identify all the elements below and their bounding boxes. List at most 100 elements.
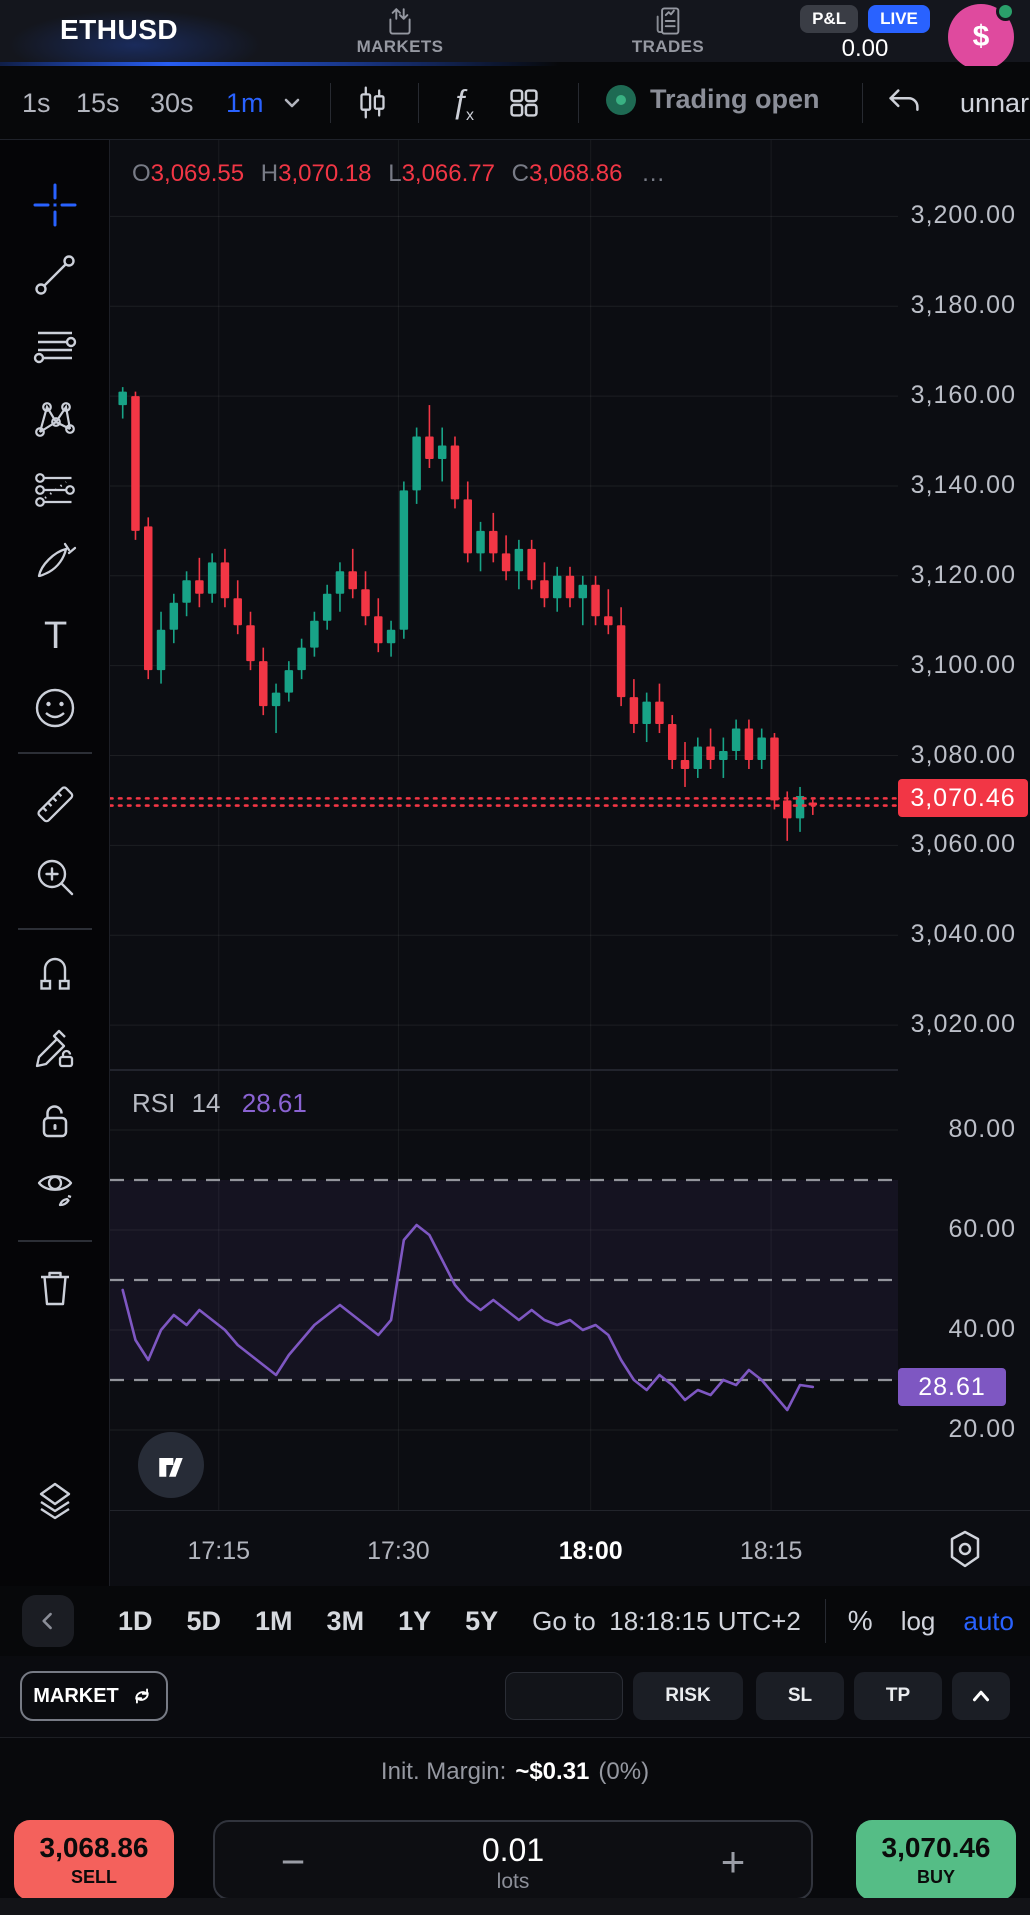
price-tick-label: 3,100.00: [910, 650, 1016, 679]
timeframe-chevron-down-icon[interactable]: [268, 79, 316, 127]
text-tool[interactable]: T: [27, 607, 83, 663]
crosshair-tool[interactable]: [27, 177, 83, 233]
trade-row: 3,068.86 SELL − 0.01 lots + 3,070.46 BUY: [0, 1806, 1030, 1915]
timeframe-1m-active[interactable]: 1m: [226, 88, 264, 118]
price-tick-label: 3,160.00: [910, 381, 1016, 410]
buy-button[interactable]: 3,070.46 BUY: [856, 1820, 1016, 1900]
ohlc-legend[interactable]: O3,069.55 H3,070.18 L3,066.77 C3,068.86 …: [132, 160, 665, 188]
layout-grid-icon[interactable]: [500, 79, 548, 127]
tab-symbol-ethusd[interactable]: ETHUSD: [60, 14, 179, 45]
take-profit-button[interactable]: TP: [854, 1672, 942, 1720]
go-to-date-button[interactable]: Go to: [532, 1605, 596, 1636]
zoom-in-tool[interactable]: [27, 849, 83, 905]
margin-info-row: Init. Margin: ~$0.31 (0%): [0, 1738, 1030, 1806]
sell-label: SELL: [70, 1867, 117, 1887]
log-scale-toggle[interactable]: log: [900, 1605, 936, 1636]
time-tick-label: 18:00: [558, 1537, 623, 1565]
ohlc-more[interactable]: …: [641, 160, 666, 187]
svg-text:T: T: [44, 615, 67, 657]
xabcd-pattern-tool[interactable]: [27, 391, 83, 447]
expand-panel-chevron-up-button[interactable]: [952, 1672, 1010, 1720]
account-avatar[interactable]: $: [948, 2, 1015, 70]
pnl-summary[interactable]: P&L LIVE 0.00: [800, 5, 930, 63]
rsi-tick-label: 80.00: [948, 1115, 1016, 1143]
measure-ruler-tool[interactable]: [27, 776, 83, 832]
auto-scale-toggle[interactable]: auto: [963, 1605, 1014, 1636]
svg-text:ƒ: ƒ: [451, 83, 469, 119]
ohlc-c-label: C: [511, 160, 529, 187]
nav-markets[interactable]: MARKETS: [340, 4, 460, 57]
order-type-selector[interactable]: MARKET: [20, 1671, 168, 1721]
timeframe-15s[interactable]: 15s: [76, 88, 120, 118]
quantity-value[interactable]: 0.01: [481, 1832, 545, 1868]
quantity-stepper: − 0.01 lots +: [213, 1820, 813, 1900]
quantity-decrease-button[interactable]: −: [280, 1838, 306, 1885]
chart-style-candles-icon[interactable]: [348, 79, 396, 127]
scale-settings-icon[interactable]: [942, 1527, 988, 1573]
collapse-left-chevron-button[interactable]: [22, 1595, 74, 1647]
chart-canvas[interactable]: [110, 140, 898, 1510]
indicators-fx-icon[interactable]: ƒ x: [438, 79, 486, 127]
range-1d[interactable]: 1D: [118, 1605, 153, 1636]
order-type-swap-icon: [135, 1688, 149, 1704]
stop-loss-button[interactable]: SL: [756, 1672, 844, 1720]
time-tick-label: 17:30: [367, 1537, 430, 1565]
brush-tool[interactable]: [27, 534, 83, 590]
range-buttons: 1D 5D 1M 3M 1Y 5Y: [118, 1606, 498, 1637]
layout-name[interactable]: unnar: [960, 88, 1030, 118]
percent-scale-toggle[interactable]: %: [847, 1605, 873, 1636]
trend-line-tool[interactable]: [27, 247, 83, 303]
range-bar: 1D 5D 1M 3M 1Y 5Y Go to 18:18:15 UTC+2 %…: [0, 1586, 1030, 1656]
clock-tz: UTC+2: [717, 1605, 801, 1636]
hide-drawings-eye-tool[interactable]: [27, 1160, 83, 1216]
undo-icon[interactable]: [880, 79, 928, 127]
toolbar-separator: [418, 83, 419, 123]
lock-all-tool[interactable]: [27, 1093, 83, 1149]
price-tick-label: 3,020.00: [910, 1010, 1016, 1039]
active-tab-underline: [0, 62, 560, 66]
range-bar-separator: [824, 1599, 826, 1643]
online-status-dot: [996, 2, 1015, 21]
time-axis[interactable]: 17:15 17:30 18:00 18:15: [110, 1510, 1030, 1586]
order-quantity-input[interactable]: [505, 1672, 623, 1720]
market-status[interactable]: Trading open: [606, 84, 820, 115]
emoji-tool[interactable]: [27, 680, 83, 736]
timeframe-1s[interactable]: 1s: [22, 88, 51, 118]
range-5y[interactable]: 5Y: [465, 1605, 499, 1636]
toolbar-separator: [330, 83, 331, 123]
rsi-tick-label: 40.00: [948, 1315, 1016, 1343]
magnet-tool[interactable]: [27, 943, 83, 999]
ohlc-h-label: H: [260, 160, 279, 187]
range-5d[interactable]: 5D: [186, 1605, 222, 1636]
ohlc-l-label: L: [388, 160, 402, 187]
range-1y[interactable]: 1Y: [398, 1605, 432, 1636]
quantity-unit: lots: [496, 1870, 530, 1893]
margin-value: ~$0.31: [515, 1758, 590, 1785]
nav-markets-label: MARKETS: [356, 37, 444, 56]
remove-drawings-trash-tool[interactable]: [27, 1260, 83, 1316]
price-tick-label: 3,040.00: [910, 920, 1016, 949]
bottom-strip: [0, 1898, 1030, 1915]
rsi-value-badge: 28.61: [898, 1367, 1006, 1406]
rsi-legend[interactable]: RSI 14 28.61: [132, 1088, 307, 1119]
timeframe-30s[interactable]: 30s: [150, 88, 194, 118]
horizontal-lines-tool[interactable]: [27, 318, 83, 374]
last-price-badge: 3,070.46: [898, 779, 1028, 818]
quantity-increase-button[interactable]: +: [720, 1838, 746, 1885]
rail-divider: [18, 928, 92, 930]
time-tick-label: 18:15: [739, 1537, 803, 1565]
object-tree-layers-tool[interactable]: [27, 1473, 83, 1529]
clock-timezone[interactable]: 18:18:15 UTC+2: [609, 1606, 801, 1637]
nav-trades[interactable]: TRADES: [608, 4, 728, 57]
sell-button[interactable]: 3,068.86 SELL: [14, 1820, 174, 1900]
range-1m[interactable]: 1M: [255, 1605, 293, 1636]
range-3m[interactable]: 3M: [326, 1605, 365, 1636]
risk-button[interactable]: RISK: [633, 1672, 743, 1720]
time-tick-label: 17:15: [187, 1537, 251, 1565]
margin-label: Init. Margin:: [380, 1758, 507, 1785]
tradingview-logo[interactable]: [138, 1432, 204, 1498]
clock-time: 18:18:15: [609, 1605, 711, 1636]
drawing-lock-tool[interactable]: [27, 1021, 83, 1077]
rsi-value: 28.61: [241, 1088, 307, 1118]
projection-tool[interactable]: [27, 463, 83, 519]
